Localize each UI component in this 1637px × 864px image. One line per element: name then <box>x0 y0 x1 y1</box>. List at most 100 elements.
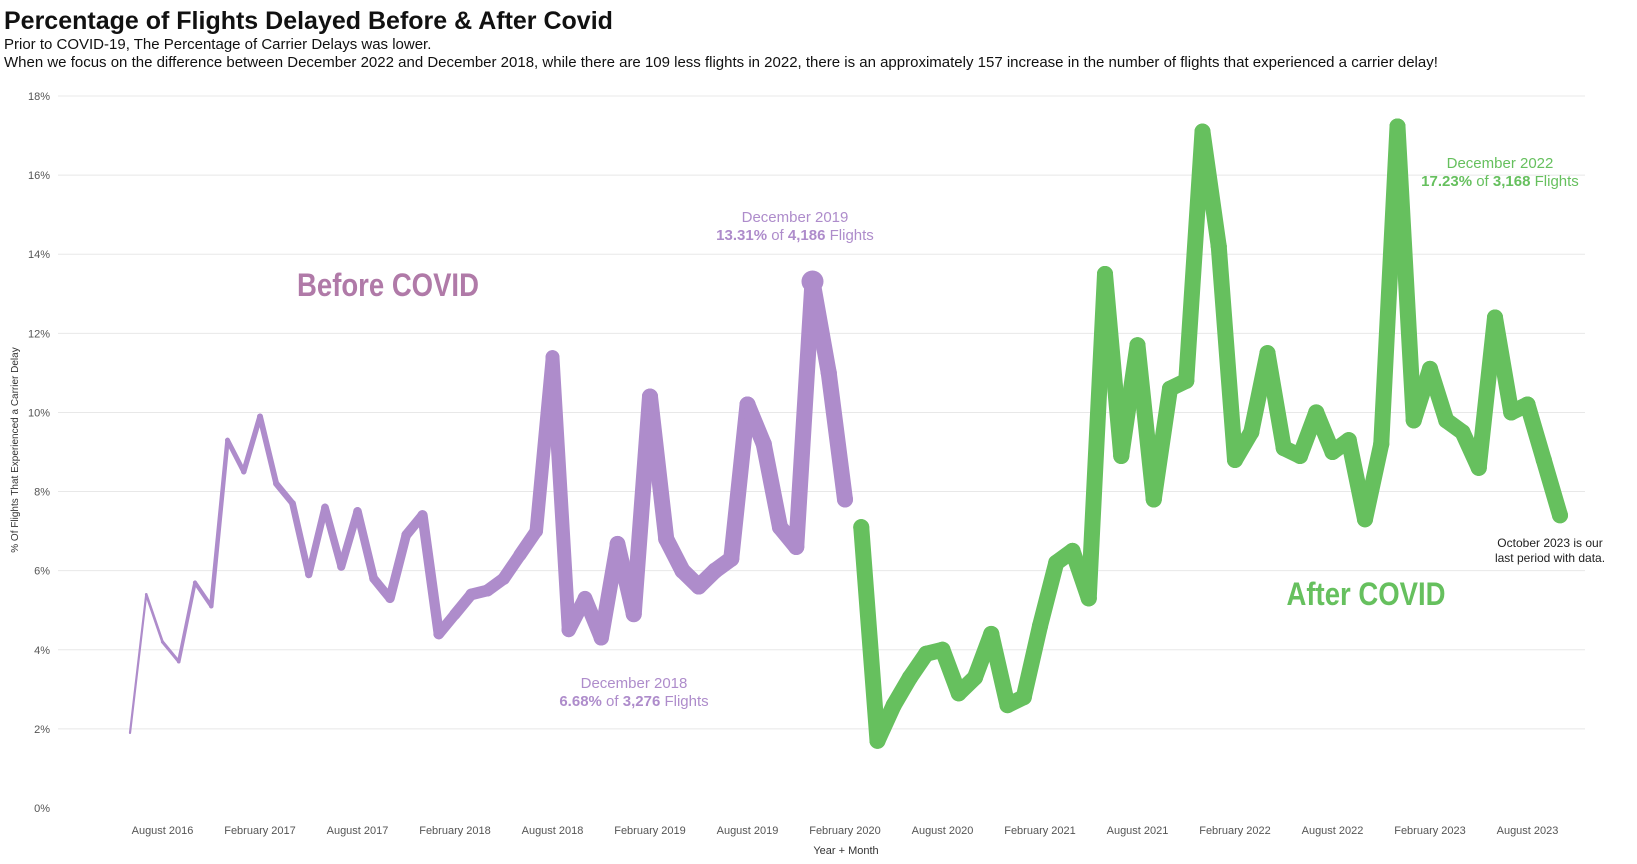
data-point-before[interactable] <box>788 538 805 555</box>
data-point-after[interactable] <box>1470 459 1487 476</box>
data-point-after[interactable] <box>1389 118 1406 135</box>
data-point-after[interactable] <box>1519 396 1536 413</box>
data-point-after[interactable] <box>1227 451 1243 468</box>
data-point-before[interactable] <box>401 530 412 540</box>
data-point-after[interactable] <box>1340 432 1357 449</box>
data-point-after[interactable] <box>1259 345 1276 362</box>
data-point-before[interactable] <box>529 524 543 538</box>
data-point-before[interactable] <box>625 606 642 623</box>
data-point-before[interactable] <box>177 659 181 664</box>
data-point-after[interactable] <box>1454 424 1471 441</box>
dec2018-tail: Flights <box>660 693 708 710</box>
data-point-before[interactable] <box>385 593 395 603</box>
data-point-after[interactable] <box>1422 360 1438 377</box>
data-point-after[interactable] <box>950 685 967 702</box>
data-point-after[interactable] <box>1292 447 1308 464</box>
data-point-after[interactable] <box>967 669 983 686</box>
data-point-before[interactable] <box>658 531 675 548</box>
data-point-before[interactable] <box>545 350 560 364</box>
data-point-before[interactable] <box>417 510 428 521</box>
data-point-after[interactable] <box>918 645 935 662</box>
data-point-after[interactable] <box>1048 554 1065 571</box>
data-point-before[interactable] <box>289 500 296 507</box>
data-point-after[interactable] <box>1275 440 1292 457</box>
data-point-before[interactable] <box>707 562 723 579</box>
data-point-before[interactable] <box>353 507 362 516</box>
data-point-after[interactable] <box>1308 404 1325 421</box>
last-period-note-2: last period with data. <box>1495 551 1605 565</box>
series-before-segment <box>755 436 788 536</box>
data-point-after[interactable] <box>1373 436 1390 453</box>
data-point-before[interactable] <box>513 548 527 562</box>
data-point-after[interactable] <box>869 732 886 749</box>
data-point-after[interactable] <box>1113 447 1130 464</box>
data-point-before[interactable] <box>449 608 461 620</box>
data-point-before[interactable] <box>593 630 609 646</box>
data-point-after[interactable] <box>1357 511 1373 528</box>
data-point-after[interactable] <box>1552 507 1568 524</box>
before-covid-label: Before COVID <box>297 268 479 303</box>
data-point-before[interactable] <box>465 588 477 601</box>
data-point-before[interactable] <box>481 584 494 597</box>
data-point-before[interactable] <box>772 519 788 536</box>
data-point-after[interactable] <box>1405 412 1422 429</box>
data-point-after[interactable] <box>1145 491 1162 508</box>
data-point-before[interactable] <box>337 562 346 571</box>
data-point-before[interactable] <box>369 574 379 583</box>
data-point-before[interactable] <box>305 571 313 579</box>
data-point-before[interactable] <box>145 593 148 596</box>
data-point-after[interactable] <box>1535 451 1552 468</box>
data-point-before[interactable] <box>561 622 576 638</box>
data-point-before[interactable] <box>241 469 247 475</box>
data-point-after[interactable] <box>1064 542 1081 559</box>
data-point-after[interactable] <box>902 669 918 686</box>
data-point-after[interactable] <box>1210 238 1227 255</box>
highlight-dec2019-point[interactable] <box>801 270 824 293</box>
data-point-before[interactable] <box>209 604 214 609</box>
data-point-after[interactable] <box>1178 372 1195 389</box>
data-point-before[interactable] <box>497 572 510 585</box>
data-point-before[interactable] <box>642 388 658 405</box>
data-point-before[interactable] <box>257 413 263 420</box>
data-point-after[interactable] <box>1032 618 1048 635</box>
data-point-after[interactable] <box>853 519 870 536</box>
series-after-segment <box>1487 309 1520 421</box>
data-point-before[interactable] <box>739 396 756 413</box>
data-point-after[interactable] <box>1243 424 1260 441</box>
data-point-before[interactable] <box>755 436 772 453</box>
data-point-after[interactable] <box>1080 590 1097 607</box>
data-point-before[interactable] <box>577 591 593 606</box>
data-point-before[interactable] <box>837 491 853 508</box>
data-point-before[interactable] <box>723 550 740 567</box>
data-point-after[interactable] <box>1324 444 1341 460</box>
data-point-after[interactable] <box>1503 404 1520 421</box>
data-point-before[interactable] <box>273 480 280 487</box>
data-point-after[interactable] <box>1487 309 1503 326</box>
x-tick-label: August 2019 <box>717 825 779 837</box>
data-point-before[interactable] <box>820 364 837 381</box>
data-point-before[interactable] <box>129 731 131 734</box>
data-point-before[interactable] <box>321 503 329 512</box>
data-point-before[interactable] <box>225 437 230 443</box>
data-point-before[interactable] <box>433 628 445 640</box>
data-point-before[interactable] <box>609 536 626 552</box>
data-point-after[interactable] <box>1015 689 1032 706</box>
data-point-after[interactable] <box>1194 123 1211 140</box>
y-tick-label: 2% <box>34 724 50 736</box>
series-after-segment <box>1389 118 1422 429</box>
data-point-after[interactable] <box>1097 266 1113 282</box>
data-point-after[interactable] <box>1129 337 1146 354</box>
y-tick-label: 12% <box>28 328 50 340</box>
data-point-after[interactable] <box>1162 380 1178 397</box>
data-point-before[interactable] <box>161 640 164 644</box>
dec2019-of: of <box>767 227 788 244</box>
data-point-before[interactable] <box>674 562 691 579</box>
data-point-after[interactable] <box>999 697 1016 714</box>
data-point-after[interactable] <box>885 697 902 714</box>
chart-title: Percentage of Flights Delayed Before & A… <box>4 7 613 35</box>
data-point-after[interactable] <box>983 625 1000 642</box>
data-point-before[interactable] <box>690 578 707 595</box>
data-point-after[interactable] <box>1438 412 1455 429</box>
data-point-after[interactable] <box>934 641 951 658</box>
data-point-before[interactable] <box>193 580 197 585</box>
